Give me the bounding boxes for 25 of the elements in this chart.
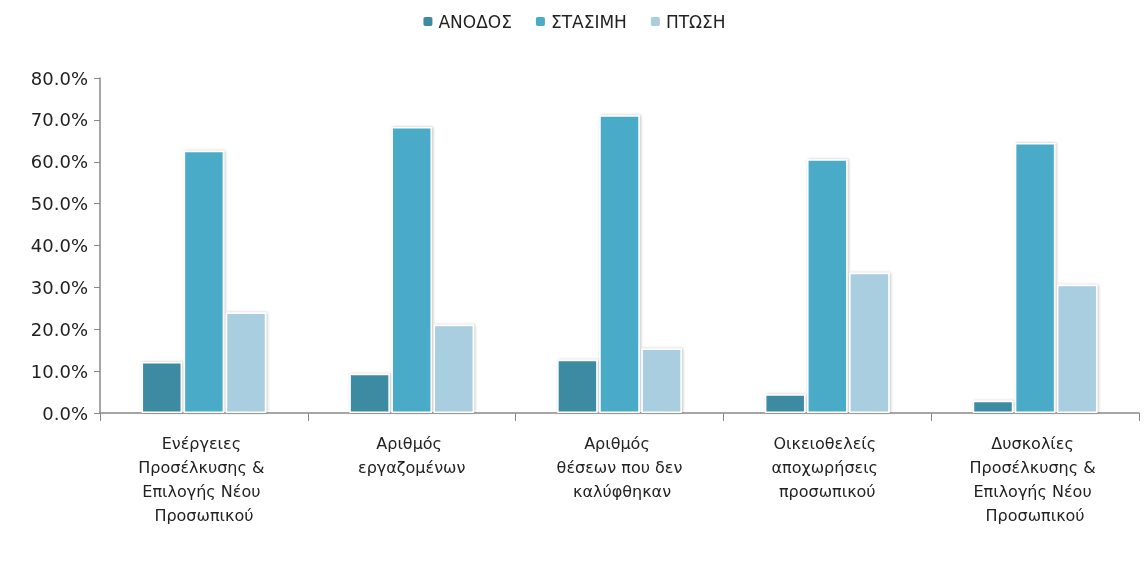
y-tick-label: 50.0% bbox=[30, 193, 88, 215]
y-tick-label: 20.0% bbox=[30, 318, 88, 340]
bar bbox=[141, 361, 183, 413]
bar bbox=[183, 150, 225, 413]
x-tick-label: Δυσκολίες Προσέλκυσης & Επιλογής Νέου Προσωπικού bbox=[969, 433, 1101, 525]
y-tick-label: 0.0% bbox=[42, 402, 88, 424]
bar bbox=[972, 400, 1014, 413]
y-tick-label: 40.0% bbox=[30, 235, 88, 256]
bar bbox=[225, 312, 267, 413]
legend-label: ΠΤΩΣΗ bbox=[665, 11, 726, 32]
bar bbox=[1014, 142, 1056, 413]
x-tick-label: Ενέργειες Προσέλκυσης & Επιλογής Νέου Προσωπικού bbox=[138, 433, 270, 525]
y-tick-label: 60.0% bbox=[30, 151, 88, 173]
bar bbox=[433, 324, 475, 413]
y-tick-label: 80.0% bbox=[30, 67, 88, 89]
x-tick-label: Αριθμός θέσεων που δεν καλύφθηκαν bbox=[556, 433, 683, 501]
y-tick-label: 30.0% bbox=[30, 276, 88, 298]
bar bbox=[1056, 284, 1098, 413]
legend-label: ΑΝΟΔΟΣ bbox=[438, 11, 512, 32]
bar bbox=[764, 394, 806, 413]
legend-label: ΣΤΑΣΙΜΗ bbox=[550, 11, 627, 32]
y-tick-label: 70.0% bbox=[30, 109, 88, 131]
x-tick-label: Αριθμός εργαζομένων bbox=[357, 433, 466, 477]
x-tick-label: Οικειοθελείς αποχωρήσεις προσωπικού bbox=[771, 433, 884, 501]
y-tick-label: 10.0% bbox=[30, 360, 88, 382]
